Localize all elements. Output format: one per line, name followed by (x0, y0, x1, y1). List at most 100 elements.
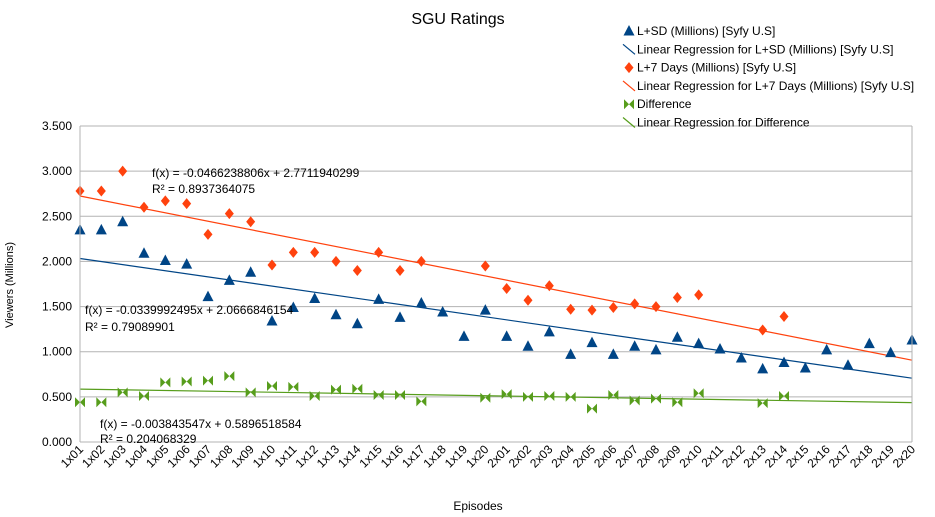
x-tick-label: 2x13 (740, 442, 769, 471)
data-point-series-0 (522, 340, 534, 351)
data-markers (74, 165, 918, 414)
legend-entry: Difference (637, 97, 692, 111)
data-point-series-2 (779, 390, 789, 401)
data-point-series-0 (586, 336, 598, 348)
data-point-series-1 (224, 208, 234, 220)
data-point-series-0 (266, 315, 278, 326)
data-point-series-1 (352, 264, 362, 276)
y-tick-label: 3.000 (42, 164, 72, 178)
data-point-series-0 (735, 352, 747, 363)
data-point-series-1 (480, 260, 490, 272)
legend-swatch-marker (624, 62, 634, 74)
chart-title: SGU Ratings (411, 11, 504, 28)
data-point-series-0 (159, 254, 171, 266)
data-point-series-2 (544, 390, 555, 401)
data-point-series-1 (96, 185, 106, 197)
x-tick-label: 2x03 (527, 442, 556, 471)
r2-lsd: R² = 0.79089901 (85, 320, 175, 334)
data-point-series-2 (309, 390, 320, 401)
data-point-series-0 (394, 311, 406, 322)
data-point-series-2 (501, 389, 512, 400)
data-point-series-2 (160, 377, 171, 388)
data-point-series-0 (714, 343, 726, 354)
legend-entry: L+7 Days (Millions) [Syfy U.S] (637, 61, 796, 75)
x-tick-label: 2x04 (548, 442, 577, 471)
data-point-series-1 (310, 246, 320, 258)
y-tick-label: 0.500 (42, 390, 72, 404)
data-point-series-0 (437, 305, 449, 317)
data-point-series-2 (565, 391, 576, 402)
data-point-series-2 (651, 393, 661, 404)
y-tick-label: 2.000 (42, 254, 72, 268)
data-point-series-1 (587, 304, 597, 316)
data-point-series-2 (587, 403, 597, 414)
x-tick-label: 2x20 (890, 442, 919, 471)
regression-line (79, 257, 913, 379)
data-point-series-1 (694, 289, 704, 301)
data-point-series-0 (650, 343, 662, 355)
data-point-series-1 (182, 198, 192, 210)
data-point-series-0 (95, 223, 107, 235)
data-point-series-1 (566, 303, 576, 315)
data-point-series-0 (757, 362, 769, 374)
data-point-series-2 (629, 395, 640, 406)
x-tick-label: 2x14 (762, 442, 791, 471)
data-point-series-1 (203, 228, 213, 240)
data-point-series-1 (544, 280, 554, 292)
x-tick-label: 1x15 (356, 442, 385, 471)
data-point-series-0 (565, 348, 577, 359)
data-point-series-2 (181, 376, 192, 387)
x-tick-label: 1x06 (164, 442, 193, 471)
data-point-series-2 (245, 387, 256, 398)
x-tick-label: 1x20 (463, 442, 492, 471)
data-point-series-1 (288, 246, 298, 258)
x-tick-label: 1x14 (335, 442, 364, 471)
legend-swatch-line (622, 117, 636, 128)
legend-swatch-marker (623, 25, 635, 36)
data-point-series-2 (523, 391, 533, 402)
x-tick-label: 2x08 (634, 442, 663, 471)
y-axis-label: Viewers (Millions) (4, 242, 16, 328)
data-point-series-0 (309, 292, 321, 303)
x-tick-label: 1x07 (186, 442, 215, 471)
data-point-series-1 (395, 264, 405, 276)
data-point-series-0 (330, 308, 342, 320)
data-point-series-0 (821, 343, 833, 355)
data-point-series-1 (758, 324, 768, 336)
data-point-series-1 (267, 259, 277, 271)
data-point-series-1 (160, 195, 170, 207)
x-tick-label: 1x02 (79, 442, 108, 471)
data-point-series-2 (96, 397, 107, 408)
data-point-series-2 (480, 392, 491, 403)
data-point-series-2 (203, 375, 213, 386)
data-point-series-2 (352, 383, 363, 394)
x-tick-label: 1x10 (250, 442, 279, 471)
data-point-series-2 (373, 390, 384, 401)
x-tick-label: 2x12 (719, 442, 748, 471)
x-tick-label: 1x18 (420, 442, 449, 471)
data-point-series-0 (863, 337, 875, 349)
y-tick-label: 3.500 (42, 119, 72, 133)
data-point-series-2 (693, 388, 704, 399)
x-tick-label: 2x18 (847, 442, 876, 471)
regression-line (79, 195, 913, 361)
r2-l7: R² = 0.8937364075 (152, 182, 255, 196)
data-point-series-0 (373, 293, 385, 304)
x-tick-label: 1x08 (207, 442, 236, 471)
data-point-series-0 (543, 325, 555, 337)
data-point-series-0 (607, 348, 619, 359)
data-point-series-0 (351, 317, 363, 329)
x-tick-label: 2x11 (698, 442, 726, 470)
data-point-series-2 (224, 371, 235, 382)
data-point-series-2 (757, 398, 768, 409)
regression-lines (79, 195, 913, 404)
data-point-series-2 (267, 381, 277, 392)
legend-entry: Linear Regression for L+SD (Millions) [S… (637, 42, 893, 56)
data-point-series-1 (523, 294, 533, 306)
data-point-series-1 (672, 292, 682, 304)
data-point-series-0 (693, 337, 705, 349)
x-tick-label: 2x01 (484, 442, 513, 471)
data-point-series-0 (117, 215, 129, 227)
data-point-series-0 (245, 266, 257, 277)
data-point-series-0 (671, 331, 683, 342)
